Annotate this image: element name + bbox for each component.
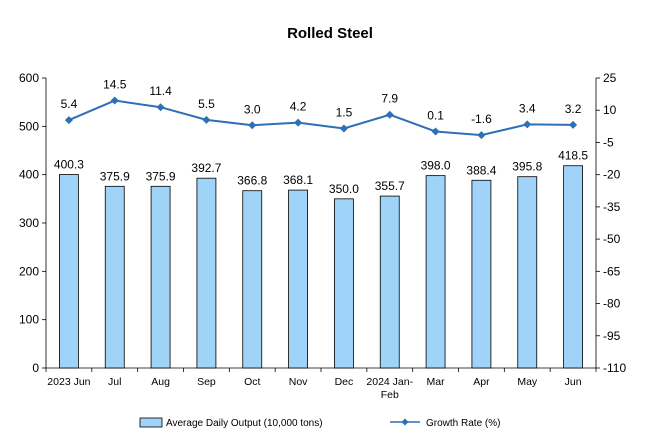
right-tick-label: -65 bbox=[603, 264, 621, 278]
line-value-label: 14.5 bbox=[103, 78, 127, 92]
x-tick-label: Aug bbox=[151, 376, 170, 388]
line-value-label: 1.5 bbox=[336, 105, 353, 119]
bar-value-label: 368.1 bbox=[283, 173, 313, 187]
line-value-label: -1.6 bbox=[471, 112, 492, 126]
bar-value-label: 418.5 bbox=[558, 149, 588, 163]
x-tick-label: May bbox=[517, 376, 538, 388]
legend-bar-label: Average Daily Output (10,000 tons) bbox=[166, 418, 323, 429]
bar bbox=[425, 175, 446, 369]
line-point bbox=[110, 96, 119, 105]
line-point bbox=[569, 120, 578, 129]
left-tick-label: 300 bbox=[19, 216, 39, 230]
right-tick-label: -5 bbox=[603, 135, 614, 149]
x-tick-label: Apr bbox=[473, 376, 490, 388]
axes: 0 100 200 300 400 500 600 25 10 -5 -20 -35 -50 -65 -80… bbox=[19, 71, 626, 401]
right-tick-label: -20 bbox=[603, 168, 621, 182]
line-value-label: 5.5 bbox=[198, 97, 215, 111]
bar bbox=[196, 177, 217, 369]
bar-value-label: 355.7 bbox=[375, 179, 405, 193]
line-value-label: 5.4 bbox=[61, 97, 78, 111]
left-tick-label: 400 bbox=[19, 168, 39, 182]
line-point bbox=[523, 120, 532, 129]
left-tick-label: 500 bbox=[19, 119, 39, 133]
legend-line-label: Growth Rate (%) bbox=[426, 418, 500, 429]
line-point bbox=[431, 127, 440, 136]
bar-value-label: 375.9 bbox=[146, 169, 176, 183]
bar-value-label: 375.9 bbox=[100, 169, 130, 183]
bar bbox=[334, 198, 354, 369]
left-tick-label: 0 bbox=[32, 361, 39, 375]
legend-bar-swatch bbox=[139, 417, 163, 428]
line-value-label: 3.2 bbox=[565, 102, 582, 116]
right-tick-label: -50 bbox=[603, 232, 621, 246]
bar bbox=[288, 189, 308, 369]
line-value-label: 0.1 bbox=[427, 108, 444, 122]
bar-value-label: 395.8 bbox=[512, 160, 542, 174]
x-tick-label: 2024 Jan-Feb bbox=[366, 376, 413, 401]
bar bbox=[379, 195, 400, 369]
bar-value-label: 392.7 bbox=[191, 161, 221, 175]
left-tick-label: 100 bbox=[19, 313, 39, 327]
x-tick-label: Sep bbox=[197, 376, 216, 388]
line-series bbox=[64, 96, 578, 140]
bar-value-label: 398.0 bbox=[421, 159, 451, 173]
right-tick-label: 25 bbox=[603, 71, 617, 85]
bar bbox=[59, 174, 79, 369]
bar bbox=[150, 185, 171, 369]
right-tick-label: -95 bbox=[603, 329, 621, 343]
chart-title: Rolled Steel bbox=[287, 25, 373, 42]
x-tick-label: 2023 Jun bbox=[47, 376, 90, 388]
bar-value-label: 350.0 bbox=[329, 182, 359, 196]
line-point bbox=[156, 103, 165, 112]
line-point bbox=[385, 110, 394, 119]
right-tick-label: -80 bbox=[603, 297, 621, 311]
x-tick-label: Jun bbox=[565, 376, 582, 388]
left-tick-label: 600 bbox=[19, 71, 39, 85]
line-point bbox=[339, 124, 348, 133]
bar bbox=[563, 165, 583, 369]
x-tick-label: Dec bbox=[335, 376, 354, 388]
right-tick-label: -35 bbox=[603, 200, 621, 214]
right-tick-label: -110 bbox=[603, 361, 626, 375]
line-point bbox=[248, 121, 257, 130]
line-point bbox=[202, 115, 211, 124]
x-tick-label: Oct bbox=[244, 376, 260, 388]
x-tick-label: Jul bbox=[108, 376, 121, 388]
line-value-label: 11.4 bbox=[149, 84, 172, 98]
line-value-label: 3.0 bbox=[244, 102, 261, 116]
x-tick-label: Nov bbox=[289, 376, 308, 388]
growth-rate-line bbox=[68, 99, 574, 137]
legend: Average Daily Output (10,000 tons) Growt… bbox=[139, 417, 500, 429]
line-point bbox=[294, 118, 303, 127]
data-labels: 400.3 375.9 375.9 392.7 366.8 368.1 350.0 355.7… bbox=[54, 78, 589, 196]
line-point bbox=[477, 131, 486, 140]
line-point bbox=[64, 116, 73, 125]
right-tick-label: 10 bbox=[603, 103, 617, 117]
bar-value-label: 400.3 bbox=[54, 158, 84, 172]
bar bbox=[517, 176, 538, 369]
legend-line-marker bbox=[401, 418, 409, 426]
line-value-label: 4.2 bbox=[290, 100, 307, 114]
left-tick-label: 200 bbox=[19, 264, 39, 278]
bar-series bbox=[59, 165, 583, 369]
bar-value-label: 388.4 bbox=[466, 163, 496, 177]
bar bbox=[471, 179, 492, 369]
bar-value-label: 366.8 bbox=[237, 174, 267, 188]
bar bbox=[242, 190, 263, 369]
bar bbox=[104, 185, 125, 369]
x-tick-label: Mar bbox=[427, 376, 446, 388]
line-value-label: 3.4 bbox=[519, 101, 536, 115]
line-value-label: 7.9 bbox=[381, 92, 398, 106]
